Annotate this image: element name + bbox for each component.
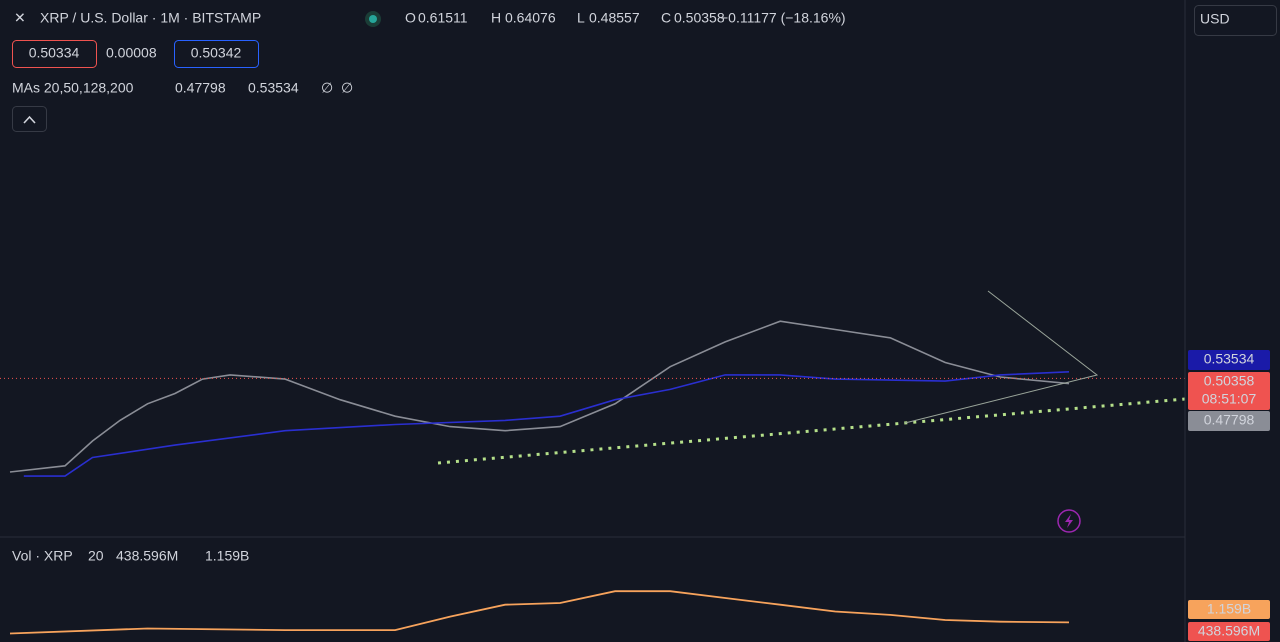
- ma-value: 0.47798: [175, 80, 226, 96]
- volume-label: 438.596M: [1198, 623, 1260, 639]
- bid-box[interactable]: [12, 40, 97, 68]
- ask-box[interactable]: [174, 40, 259, 68]
- close-icon[interactable]: ✕: [14, 10, 26, 26]
- alert-icon[interactable]: [1057, 509, 1081, 533]
- volume-value: 438.596M: [116, 548, 178, 564]
- last-price-label: 08:51:07: [1202, 391, 1257, 407]
- change: −0.11177 (−18.16%): [720, 10, 846, 26]
- volume-ma-value: 1.159B: [205, 548, 249, 564]
- ma-line: [23, 371, 1070, 477]
- ma-price-label: 0.53534: [1204, 351, 1255, 367]
- volume-length: 20: [88, 548, 104, 564]
- last-price-label: 0.50358: [1204, 373, 1255, 389]
- ohlc-value: 0.48557: [589, 10, 640, 26]
- volume-ma-label: 1.159B: [1207, 601, 1251, 617]
- ohlc-letter: O: [405, 10, 416, 26]
- chevron-icon: [23, 115, 36, 124]
- ohlc-letter: L: [577, 10, 585, 26]
- volume-name: Vol · XRP: [12, 548, 73, 564]
- symbol-title: XRP / U.S. Dollar · 1M · BITSTAMP: [40, 10, 261, 26]
- currency-box[interactable]: [1194, 5, 1277, 36]
- indicator-name: MAs 20,50,128,200: [12, 80, 134, 96]
- currency: USD: [1200, 11, 1230, 27]
- status-dot: [369, 15, 377, 23]
- plot: [0, 320, 1185, 635]
- volume-ma-line: [9, 590, 1070, 635]
- ohlc-value: 0.61511: [418, 10, 468, 26]
- ma-empty: ∅: [341, 80, 353, 96]
- ohlc-value: 0.64076: [505, 10, 556, 26]
- bid: 0.50334: [29, 45, 80, 61]
- last-price-label-badge: [1188, 372, 1270, 410]
- ask: 0.50342: [191, 45, 242, 61]
- ma-line: [9, 320, 1070, 473]
- ma-value: 0.53534: [248, 80, 299, 96]
- ma-empty: ∅: [321, 80, 333, 96]
- triangle-drawing: [904, 290, 1099, 424]
- ma-price-label: 0.47798: [1204, 412, 1255, 428]
- collapse-button[interactable]: [12, 106, 47, 132]
- ohlc-letter: H: [491, 10, 501, 26]
- ohlc-letter: C: [661, 10, 671, 26]
- ohlc-value: 0.50358: [674, 10, 725, 26]
- volume-ma-label-badge: [1188, 600, 1270, 619]
- ma-price-label-badge: [1188, 411, 1270, 431]
- volume-label-badge: [1188, 622, 1270, 641]
- ma-price-label-badge: [1188, 350, 1270, 370]
- spread: 0.00008: [106, 45, 157, 61]
- price-labels: 0.53534 0.50358 08:51:07 0.47798 1.159B 438.5…: [1188, 350, 1270, 641]
- lightning-icon: [1065, 514, 1073, 528]
